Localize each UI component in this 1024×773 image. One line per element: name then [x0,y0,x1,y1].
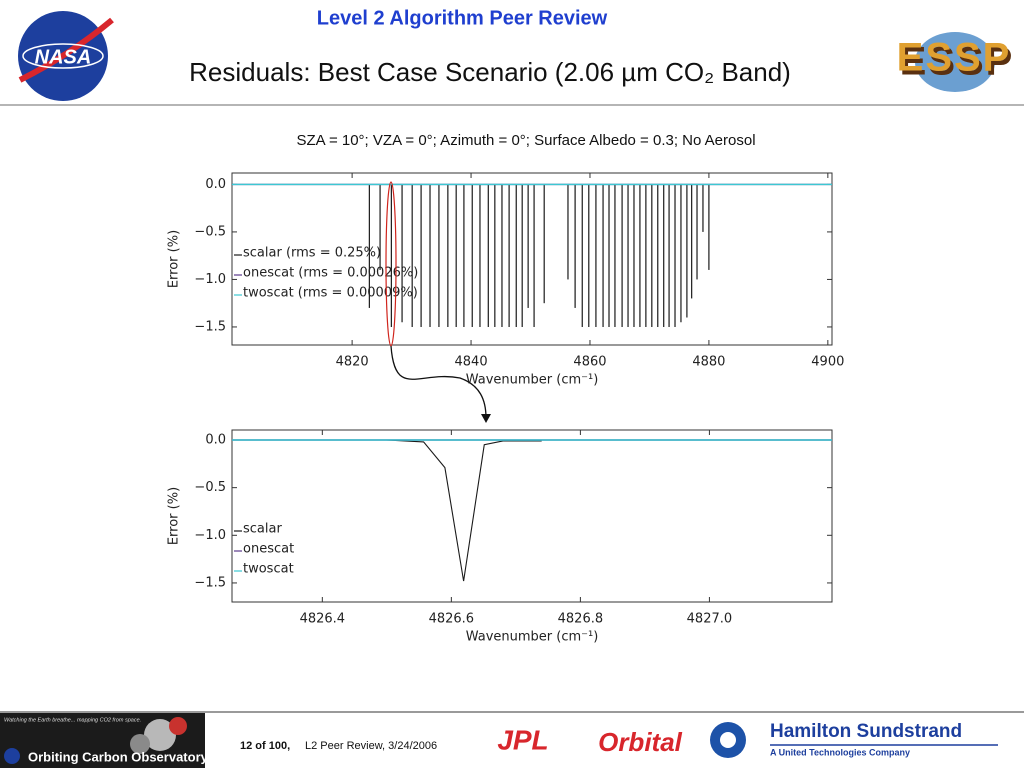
footer-event: L2 Peer Review, 3/24/2006 [305,740,437,752]
essp-text: ESSP [897,36,1012,80]
zoom-arrow [390,345,487,419]
orbital-logo: Orbital [598,727,683,757]
jpl-logo: JPL [497,724,548,755]
legend-label: onescat [243,542,294,557]
x-tick-label: 4827.0 [687,612,733,627]
page-number: 12 of 100, [240,740,290,752]
x-tick-label: 4840 [455,355,488,370]
series-line [386,439,542,582]
x-tick-label: 4820 [336,355,369,370]
x-tick-label: 4900 [811,355,844,370]
plot-frame [231,172,833,346]
x-tick-label: 4880 [692,355,725,370]
legend-label: twoscat (rms = 0.00009%) [243,286,418,301]
oco-tagline: Watching the Earth breathe... mapping CO… [4,717,141,723]
x-tick-label: 4826.8 [558,612,604,627]
essp-shadow: ESSP [900,40,1015,84]
x-tick-label: 4826.4 [300,612,346,627]
hamilton-logo: Hamilton Sundstrand [770,721,962,742]
y-axis-label: Error (%) [167,230,182,288]
subtitle: SZA = 10°; VZA = 0°; Azimuth = 0°; Surfa… [296,132,755,149]
y-tick-label: −1.5 [194,575,226,590]
hamilton-emblem [710,722,746,758]
y-tick-label: −1.0 [194,272,226,287]
nasa-logo: NASA [18,11,114,101]
zoom-arrow-head [481,414,491,423]
y-tick-label: −1.5 [194,319,226,334]
y-axis-label: Error (%) [167,487,182,545]
x-tick-label: 4860 [573,355,606,370]
y-tick-label: 0.0 [205,433,226,448]
nasa-text: NASA [35,46,92,68]
slide-title: Residuals: Best Case Scenario (2.06 µm C… [189,57,791,87]
x-axis-label: Wavenumber (cm⁻¹) [466,373,599,388]
legend-label: onescat (rms = 0.00026%) [243,266,418,281]
y-tick-label: −0.5 [194,480,226,495]
oco-banner: Watching the Earth breathe... mapping CO… [0,713,209,768]
legend-label: scalar [243,522,282,537]
plot-frame [231,429,833,603]
oco-name: Orbiting Carbon Observatory [28,749,209,764]
essp-logo: ESSP ESSP [897,32,1015,92]
hamilton-sub: A United Technologies Company [770,747,910,757]
y-tick-label: −0.5 [194,224,226,239]
chart: 0.0 −0.5 −1.0 −1.5 4826.4 4826.6 4826.8 4827.0 W… [167,429,833,645]
y-tick-label: −1.0 [194,528,226,543]
charts: 0.0 −0.5 −1.0 −1.5 4820 4840 4860 4880 4900 Waven… [167,172,844,645]
legend-label: twoscat [243,562,294,577]
y-tick-label: 0.0 [205,177,226,192]
x-axis-label: Wavenumber (cm⁻¹) [466,630,599,645]
kicker: Level 2 Algorithm Peer Review [317,7,608,29]
legend-label: scalar (rms = 0.25%) [243,246,381,261]
chart: 0.0 −0.5 −1.0 −1.5 4820 4840 4860 4880 4900 Waven… [167,172,844,388]
x-tick-label: 4826.6 [429,612,475,627]
